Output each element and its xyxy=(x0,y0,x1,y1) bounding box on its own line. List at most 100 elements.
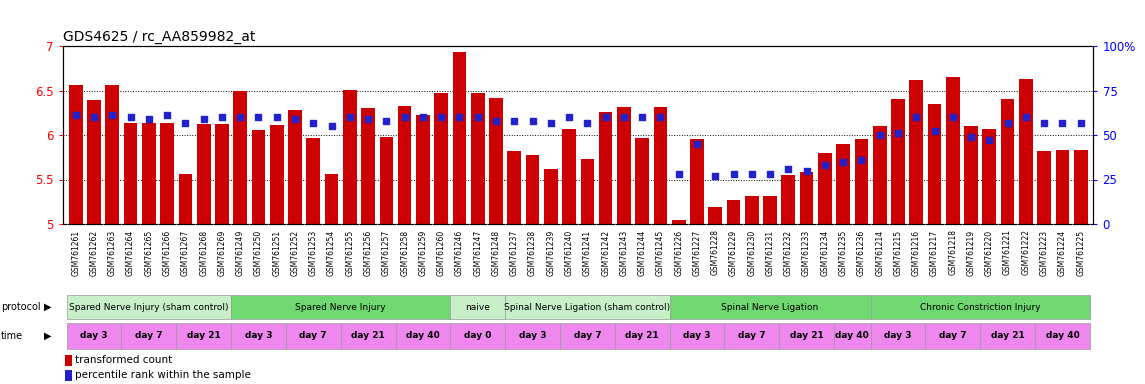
Text: GSM761220: GSM761220 xyxy=(985,230,994,276)
Bar xyxy=(925,323,980,349)
Point xyxy=(413,114,432,120)
Point xyxy=(870,132,889,138)
Bar xyxy=(489,98,503,224)
Text: day 7: day 7 xyxy=(135,331,163,341)
Bar xyxy=(66,295,231,319)
Bar xyxy=(505,295,670,319)
Bar xyxy=(964,126,978,224)
Text: GSM761236: GSM761236 xyxy=(856,230,866,276)
Bar xyxy=(270,125,284,224)
Point xyxy=(998,119,1017,126)
Bar xyxy=(65,370,72,381)
Point xyxy=(1072,119,1090,126)
Bar xyxy=(1037,151,1051,224)
Text: GSM761258: GSM761258 xyxy=(400,230,409,276)
Bar xyxy=(635,138,649,224)
Text: day 21: day 21 xyxy=(352,331,385,341)
Point xyxy=(395,114,413,120)
Text: GSM761268: GSM761268 xyxy=(199,230,208,276)
Point xyxy=(66,113,85,119)
Text: GSM761244: GSM761244 xyxy=(638,230,647,276)
Bar xyxy=(197,124,211,224)
Bar xyxy=(69,85,82,224)
Text: GSM761237: GSM761237 xyxy=(510,230,519,276)
Bar xyxy=(124,123,137,224)
Point xyxy=(943,114,962,120)
Bar xyxy=(836,144,850,224)
Point xyxy=(725,171,743,177)
Bar xyxy=(834,323,870,349)
Point xyxy=(1053,119,1072,126)
Text: GDS4625 / rc_AA859982_at: GDS4625 / rc_AA859982_at xyxy=(63,30,255,44)
Text: protocol: protocol xyxy=(1,302,41,312)
Text: day 7: day 7 xyxy=(939,331,966,341)
Bar xyxy=(1001,99,1014,224)
Bar xyxy=(526,156,539,224)
Bar xyxy=(870,323,925,349)
Text: GSM761247: GSM761247 xyxy=(473,230,482,276)
Point xyxy=(615,114,633,120)
Point xyxy=(450,114,468,120)
Point xyxy=(1035,119,1053,126)
Text: GSM761262: GSM761262 xyxy=(89,230,98,276)
Text: Spared Nerve Injury: Spared Nerve Injury xyxy=(295,303,386,311)
Text: GSM761226: GSM761226 xyxy=(674,230,684,276)
Text: day 0: day 0 xyxy=(464,331,491,341)
Point xyxy=(797,167,815,174)
Text: GSM761250: GSM761250 xyxy=(254,230,263,276)
Point xyxy=(103,113,121,119)
Text: day 3: day 3 xyxy=(884,331,911,341)
Point xyxy=(176,119,195,126)
Point xyxy=(560,114,578,120)
Point xyxy=(432,114,450,120)
Bar xyxy=(927,104,941,224)
Point xyxy=(1017,114,1035,120)
Text: day 3: day 3 xyxy=(519,331,546,341)
Bar xyxy=(672,220,686,224)
Bar xyxy=(397,106,411,224)
Text: GSM761227: GSM761227 xyxy=(693,230,702,276)
Point xyxy=(158,113,176,119)
Text: GSM761260: GSM761260 xyxy=(436,230,445,276)
Text: day 21: day 21 xyxy=(990,331,1025,341)
Bar xyxy=(1035,323,1090,349)
Point xyxy=(195,116,213,122)
Point xyxy=(743,171,761,177)
Bar xyxy=(909,80,923,224)
Bar xyxy=(234,91,247,224)
Text: Chronic Constriction Injury: Chronic Constriction Injury xyxy=(919,303,1041,311)
Text: ▶: ▶ xyxy=(44,331,52,341)
Bar xyxy=(670,323,725,349)
Bar xyxy=(507,151,521,224)
Point xyxy=(925,128,943,134)
Text: GSM761225: GSM761225 xyxy=(1076,230,1085,276)
Bar xyxy=(670,295,870,319)
Point xyxy=(140,116,158,122)
Bar xyxy=(379,137,393,224)
Text: day 7: day 7 xyxy=(574,331,601,341)
Text: Spared Nerve Injury (sham control): Spared Nerve Injury (sham control) xyxy=(69,303,229,311)
Text: GSM761234: GSM761234 xyxy=(820,230,829,276)
Text: day 21: day 21 xyxy=(187,331,221,341)
Bar xyxy=(562,129,576,224)
Text: percentile rank within the sample: percentile rank within the sample xyxy=(76,371,251,381)
Bar xyxy=(65,355,72,366)
Text: naive: naive xyxy=(465,303,490,311)
Bar xyxy=(1074,150,1088,224)
Point xyxy=(268,114,286,120)
Text: day 40: day 40 xyxy=(406,331,440,341)
Bar xyxy=(215,124,229,224)
Text: GSM761243: GSM761243 xyxy=(619,230,629,276)
Bar xyxy=(471,93,484,224)
Text: GSM761218: GSM761218 xyxy=(948,230,957,275)
Bar xyxy=(416,116,429,224)
Text: GSM761242: GSM761242 xyxy=(601,230,610,276)
Bar xyxy=(344,89,357,224)
Bar xyxy=(395,323,450,349)
Point xyxy=(85,114,103,120)
Text: day 7: day 7 xyxy=(300,331,327,341)
Bar xyxy=(764,195,777,224)
Text: GSM761269: GSM761269 xyxy=(218,230,227,276)
Text: GSM761223: GSM761223 xyxy=(1040,230,1049,276)
Point xyxy=(980,137,998,143)
